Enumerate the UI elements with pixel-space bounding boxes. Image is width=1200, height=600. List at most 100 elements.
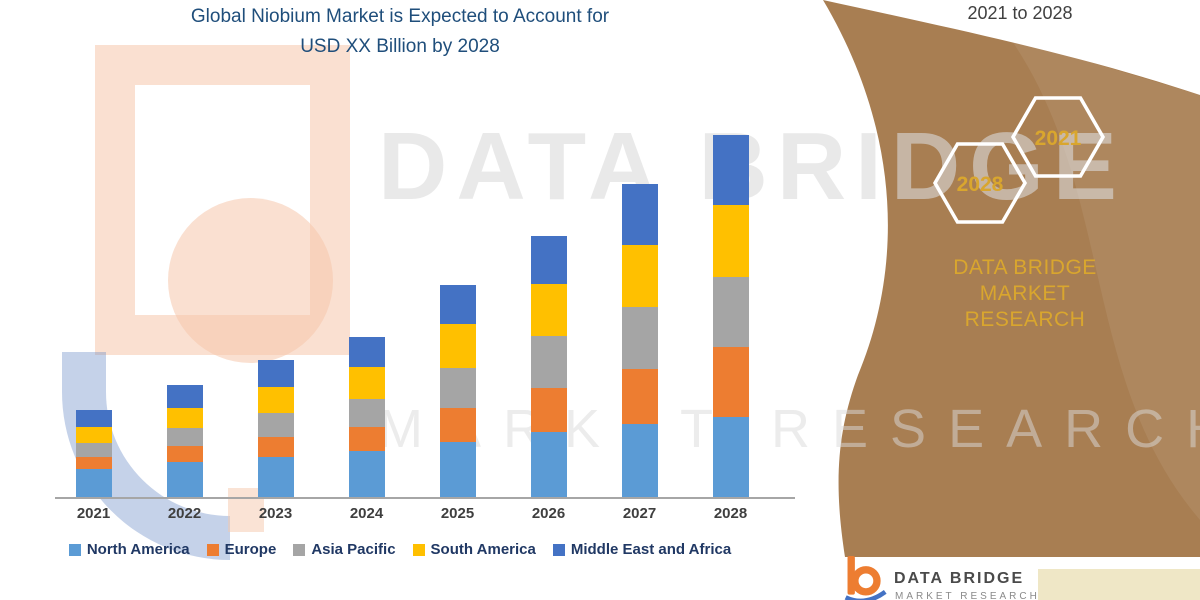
bar-segment-2024-south-america [348,367,385,399]
forecast-period-label: 2021 to 2028 [967,3,1073,23]
bar-segment-2021-middle-east-and-africa [75,410,112,427]
bar-segment-2027-middle-east-and-africa [621,184,658,245]
legend-item-asia-pacific: Asia Pacific [293,541,396,558]
bar-segment-2027-north-america [621,424,658,497]
bar-segment-2022-north-america [166,462,203,497]
bar-segment-2026-middle-east-and-africa [530,236,567,284]
bar-stack-2023 [257,360,294,497]
legend-label-north-america: North America [86,541,190,558]
bar-segment-2023-middle-east-and-africa [257,360,294,387]
hexagon-2021-outline [1010,96,1106,178]
legend-item-north-america: North America [68,541,190,558]
panel-brand-line1: DATA BRIDGE MARKET [953,256,1097,305]
bar-stack-2021 [75,410,112,497]
bar-stack-2026 [530,236,567,497]
side-panel-light-band [1010,38,1200,520]
x-axis-label-2021: 2021 [76,505,111,522]
legend-item-south-america: South America [412,541,536,558]
footer-brand-name: DATA BRIDGE [894,570,1025,587]
bar-stack-2028 [712,135,749,497]
panel-brand-text: DATA BRIDGE MARKET RESEARCH [905,255,1145,333]
footer-accent-strip [1038,569,1200,600]
x-axis-labels: 2021 2022 2023 2024 2025 2026 2027 2028 [48,505,776,522]
bar-column-2026 [503,135,594,497]
bar-segment-2028-north-america [712,417,749,497]
x-axis-label-2026: 2026 [531,505,566,522]
x-axis-label-2023: 2023 [258,505,293,522]
footer-logo [844,556,887,600]
bar-segment-2025-europe [439,408,476,442]
legend-label-europe: Europe [224,541,277,558]
legend-swatch-europe [206,543,219,556]
hexagon-2021-label: 2021 [1035,127,1082,150]
legend-label-south-america: South America [430,541,536,558]
hexagon-2028-label: 2028 [957,173,1004,196]
panel-brand-line2: RESEARCH [964,308,1086,331]
x-axis-line [55,497,795,499]
bar-segment-2023-europe [257,437,294,457]
x-axis-label-2022: 2022 [167,505,202,522]
bar-segment-2028-south-america [712,205,749,277]
bar-stack-2025 [439,285,476,497]
bar-segment-2022-asia-pacific [166,428,203,446]
bar-column-2021 [48,135,139,497]
bar-segment-2021-south-america [75,427,112,443]
legend-swatch-asia-pacific [293,543,306,556]
bar-segment-2024-middle-east-and-africa [348,337,385,367]
bar-column-2022 [139,135,230,497]
bar-column-2028 [685,135,776,497]
x-axis-label-2024: 2024 [349,505,384,522]
bar-segment-2027-south-america [621,245,658,307]
side-panel-brown-swoosh [823,0,1200,557]
bar-segment-2025-asia-pacific [439,368,476,408]
bar-column-2027 [594,135,685,497]
bar-segment-2026-south-america [530,284,567,336]
bar-segment-2021-north-america [75,469,112,497]
legend-label-middle-east-and-africa: Middle East and Africa [570,541,732,558]
page-title: Global Niobium Market is Expected to Acc… [0,2,800,62]
page-title-line2: USD XX Billion by 2028 [300,36,500,57]
bar-segment-2022-middle-east-and-africa [166,385,203,408]
bar-segment-2023-south-america [257,387,294,413]
bar-segment-2027-europe [621,369,658,424]
legend-label-asia-pacific: Asia Pacific [311,541,396,558]
bar-segment-2028-middle-east-and-africa [712,135,749,205]
legend-swatch-north-america [68,543,81,556]
bar-segment-2024-europe [348,427,385,451]
hexagon-2028-outline [932,142,1028,224]
bar-segment-2027-asia-pacific [621,307,658,369]
bar-segment-2028-europe [712,347,749,417]
bar-segment-2021-asia-pacific [75,443,112,457]
bar-segment-2025-middle-east-and-africa [439,285,476,324]
bar-segment-2023-asia-pacific [257,413,294,437]
x-axis-label-2025: 2025 [440,505,475,522]
bar-segment-2025-south-america [439,324,476,368]
bar-stack-2024 [348,337,385,497]
footer-logo-swoosh [844,589,887,600]
bar-segment-2022-south-america [166,408,203,428]
bar-column-2023 [230,135,321,497]
footer-logo-bowl [851,566,881,596]
bar-segment-2021-europe [75,457,112,469]
bar-column-2024 [321,135,412,497]
bars-area [48,135,776,497]
bar-segment-2028-asia-pacific [712,277,749,347]
page-title-line1: Global Niobium Market is Expected to Acc… [190,6,610,27]
bar-segment-2022-europe [166,446,203,462]
bar-segment-2024-asia-pacific [348,399,385,427]
x-axis-label-2028: 2028 [713,505,748,522]
bar-segment-2026-asia-pacific [530,336,567,388]
bar-column-2025 [412,135,503,497]
bar-segment-2025-north-america [439,442,476,497]
legend-item-europe: Europe [206,541,277,558]
chart-legend: North America Europe Asia Pacific South Ame… [0,541,800,558]
legend-swatch-middle-east-and-africa [552,543,565,556]
legend-swatch-south-america [412,543,425,556]
bar-segment-2026-north-america [530,432,567,497]
bar-stack-2022 [166,385,203,497]
legend-item-middle-east-and-africa: Middle East and Africa [552,541,732,558]
